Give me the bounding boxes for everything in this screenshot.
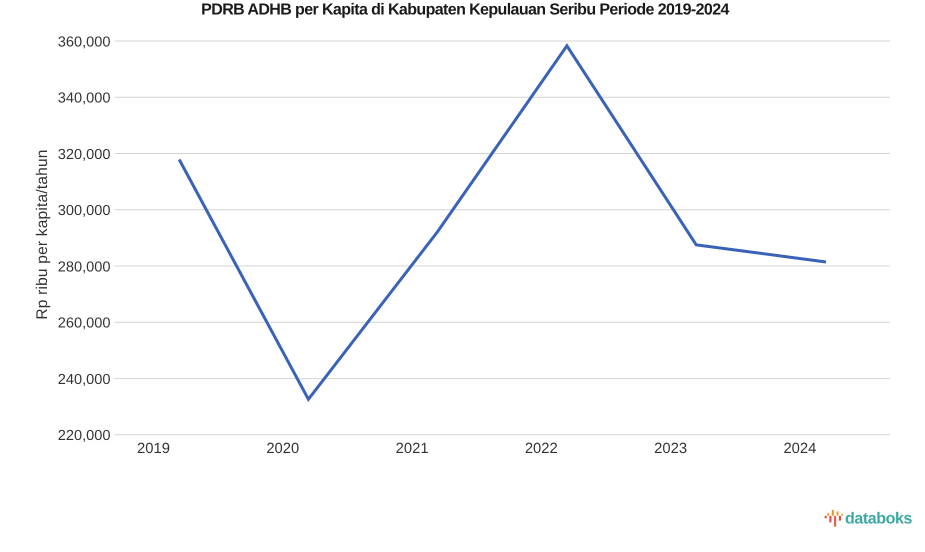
svg-text:320,000: 320,000 [58, 147, 111, 163]
svg-text:databoks: databoks [845, 511, 913, 528]
svg-text:2019: 2019 [137, 441, 170, 457]
svg-text:Rp ribu per kapita/tahun: Rp ribu per kapita/tahun [34, 149, 51, 319]
svg-text:2024: 2024 [783, 441, 816, 457]
svg-text:280,000: 280,000 [58, 259, 111, 275]
svg-text:2020: 2020 [266, 441, 299, 457]
svg-text:360,000: 360,000 [58, 34, 111, 50]
svg-text:220,000: 220,000 [58, 428, 111, 444]
svg-text:340,000: 340,000 [58, 91, 111, 107]
svg-text:PDRB ADHB per Kapita di Kabupa: PDRB ADHB per Kapita di Kabupaten Kepula… [201, 2, 729, 19]
svg-text:300,000: 300,000 [58, 203, 111, 219]
svg-text:2021: 2021 [396, 441, 429, 457]
svg-text:2022: 2022 [525, 441, 558, 457]
svg-text:260,000: 260,000 [58, 316, 111, 332]
svg-text:2023: 2023 [654, 441, 687, 457]
svg-text:240,000: 240,000 [58, 372, 111, 388]
